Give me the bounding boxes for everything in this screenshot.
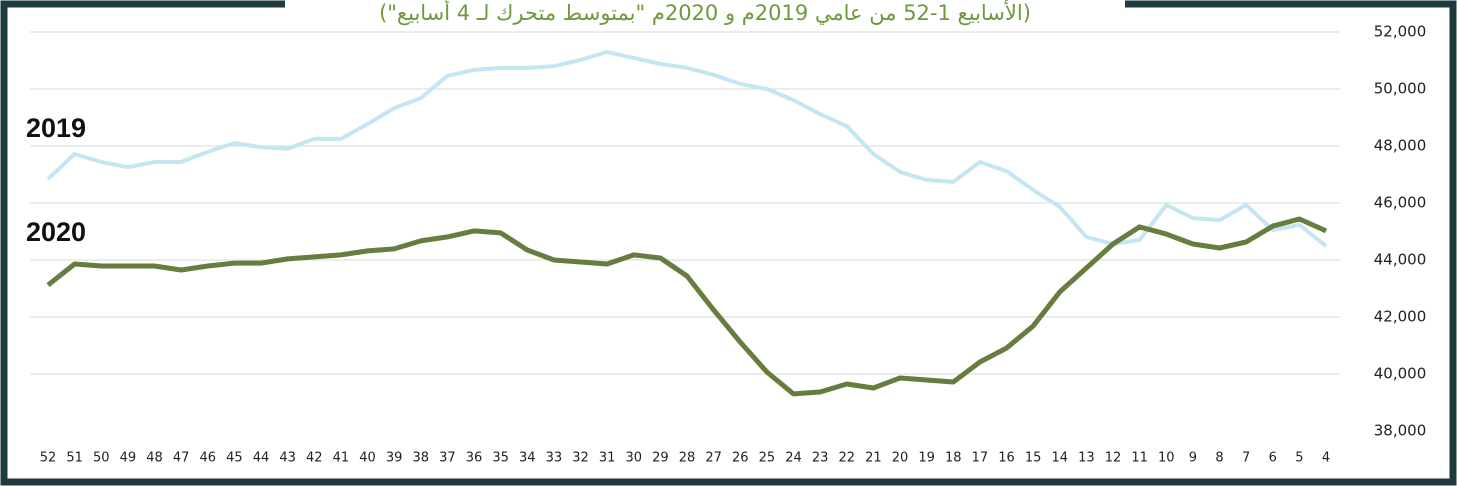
y-tick-label: 46,000 — [1374, 194, 1427, 212]
y-tick-label: 42,000 — [1374, 308, 1427, 326]
x-tick-label: 23 — [812, 451, 829, 466]
x-tick-label: 20 — [892, 451, 909, 466]
x-tick-label: 46 — [199, 451, 216, 466]
y-tick-label: 48,000 — [1374, 137, 1427, 155]
x-tick-label: 14 — [1051, 451, 1068, 466]
y-tick-label: 52,000 — [1374, 23, 1427, 41]
line-series — [46, 216, 1328, 397]
x-tick-label: 11 — [1131, 451, 1148, 466]
x-tick-label: 36 — [466, 451, 483, 466]
x-tick-label: 24 — [785, 451, 802, 466]
x-tick-label: 29 — [652, 451, 669, 466]
x-tick-label: 21 — [865, 451, 882, 466]
x-tick-label: 26 — [732, 451, 749, 466]
x-tick-label: 19 — [918, 451, 935, 466]
x-tick-label: 33 — [546, 451, 563, 466]
x-tick-label: 44 — [253, 451, 270, 466]
x-tick-label: 15 — [1025, 451, 1042, 466]
x-tick-label: 28 — [679, 451, 696, 466]
x-tick-label: 45 — [226, 451, 243, 466]
x-tick-label: 43 — [279, 451, 296, 466]
x-tick-label: 32 — [572, 451, 589, 466]
chart-title: (الأسابيع 1-52 من عامي 2019م و 2020م "بم… — [379, 0, 1031, 25]
x-tick-label: 41 — [333, 451, 350, 466]
x-tick-label: 7 — [1242, 451, 1250, 466]
x-tick-label: 5 — [1295, 451, 1303, 466]
line-series — [46, 50, 1328, 248]
x-tick-label: 47 — [173, 451, 190, 466]
x-tick-label: 16 — [998, 451, 1015, 466]
x-tick-label: 48 — [146, 451, 163, 466]
x-tick-label: 9 — [1189, 451, 1197, 466]
y-tick-label: 40,000 — [1374, 365, 1427, 383]
x-tick-label: 40 — [359, 451, 376, 466]
series-label: 2019 — [26, 113, 86, 143]
x-tick-label: 39 — [386, 451, 403, 466]
x-tick-label: 52 — [40, 451, 57, 466]
x-tick-label: 8 — [1215, 451, 1223, 466]
x-tick-label: 13 — [1078, 451, 1095, 466]
x-tick-label: 51 — [66, 451, 83, 466]
x-tick-label: 12 — [1105, 451, 1122, 466]
y-tick-label: 38,000 — [1374, 422, 1427, 440]
x-tick-label: 25 — [759, 451, 776, 466]
x-tick-label: 35 — [492, 451, 509, 466]
x-tick-label: 49 — [120, 451, 137, 466]
x-tick-label: 27 — [705, 451, 722, 466]
series-label: 2020 — [26, 217, 86, 247]
x-tick-label: 30 — [625, 451, 642, 466]
x-tick-label: 22 — [838, 451, 855, 466]
y-tick-label: 50,000 — [1374, 80, 1427, 98]
x-tick-label: 18 — [945, 451, 962, 466]
x-tick-label: 37 — [439, 451, 456, 466]
x-tick-label: 42 — [306, 451, 323, 466]
x-tick-label: 34 — [519, 451, 536, 466]
x-tick-label: 4 — [1322, 451, 1330, 466]
x-tick-label: 6 — [1269, 451, 1277, 466]
x-tick-label: 17 — [972, 451, 989, 466]
x-tick-label: 38 — [412, 451, 429, 466]
x-tick-label: 31 — [599, 451, 616, 466]
x-tick-label: 50 — [93, 451, 110, 466]
y-tick-label: 44,000 — [1374, 251, 1427, 269]
x-tick-label: 10 — [1158, 451, 1175, 466]
